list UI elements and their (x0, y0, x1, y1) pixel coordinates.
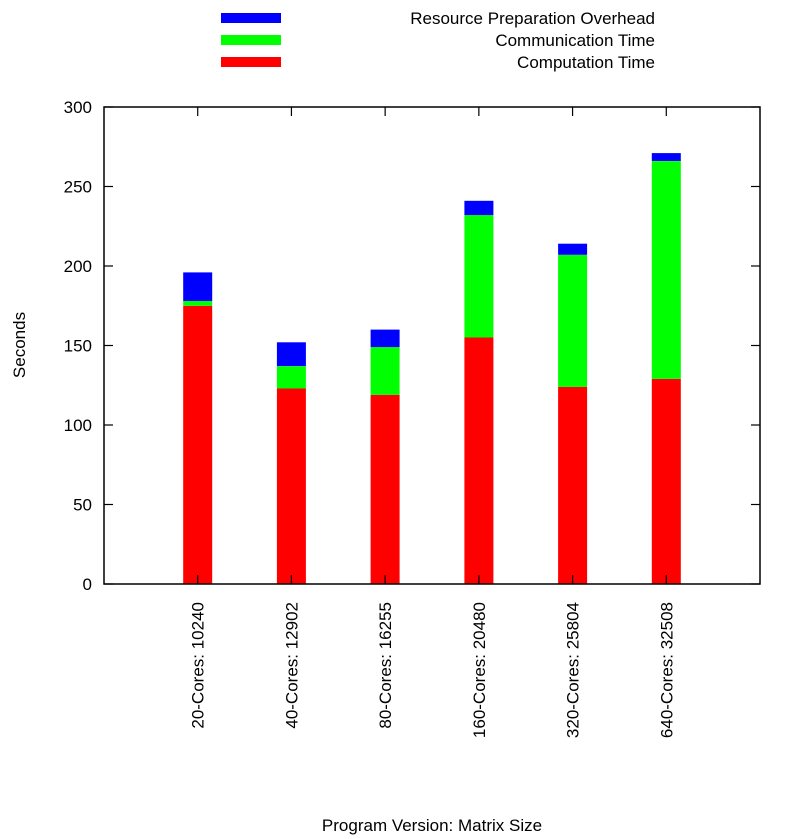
x-tick-label: 80-Cores: 16255 (376, 602, 395, 729)
y-axis-label: Seconds (10, 312, 29, 378)
x-axis-label: Program Version: Matrix Size (322, 816, 542, 835)
x-tick-label: 160-Cores: 20480 (470, 602, 489, 738)
legend-label: Communication Time (495, 31, 655, 50)
legend-label: Computation Time (517, 53, 655, 72)
legend-swatch (221, 57, 281, 67)
legend-swatch (221, 35, 281, 45)
bar-segment-communication-time-4 (558, 254, 588, 387)
bar-segment-computation-time-2 (370, 394, 400, 584)
y-tick-label: 100 (64, 416, 92, 435)
bar-segment-resource-preparation-overhead-3 (464, 200, 494, 216)
y-axis: 0 50 100 150 200 250 300 (64, 98, 760, 594)
bar-segment-resource-preparation-overhead-1 (276, 342, 306, 367)
bars-layer (183, 153, 681, 585)
x-tick-label: 20-Cores: 10240 (189, 602, 208, 729)
y-tick-label: 300 (64, 98, 92, 117)
bar-segment-computation-time-1 (276, 388, 306, 584)
bar-segment-communication-time-2 (370, 347, 400, 395)
x-tick-label: 40-Cores: 12902 (282, 602, 301, 729)
y-tick-label: 250 (64, 178, 92, 197)
y-tick-label: 150 (64, 337, 92, 356)
legend: Resource Preparation Overhead Communicati… (221, 9, 655, 72)
y-tick-label: 200 (64, 257, 92, 276)
legend-label: Resource Preparation Overhead (410, 9, 655, 28)
bar-segment-communication-time-3 (464, 215, 494, 338)
bar-segment-communication-time-5 (651, 161, 681, 379)
bar-segment-communication-time-0 (183, 301, 213, 306)
bar-segment-computation-time-5 (651, 378, 681, 584)
bar-segment-resource-preparation-overhead-2 (370, 329, 400, 348)
legend-swatch (221, 13, 281, 23)
bar-segment-resource-preparation-overhead-5 (651, 153, 681, 161)
bar-segment-computation-time-4 (558, 386, 588, 584)
bar-segment-resource-preparation-overhead-0 (183, 272, 213, 301)
x-tick-label: 640-Cores: 32508 (657, 602, 676, 738)
x-tick-label: 320-Cores: 25804 (564, 602, 583, 738)
bar-segment-communication-time-1 (276, 366, 306, 389)
bar-segment-computation-time-3 (464, 337, 494, 584)
y-tick-label: 50 (73, 496, 92, 515)
bar-segment-computation-time-0 (183, 305, 213, 585)
bar-segment-resource-preparation-overhead-4 (558, 243, 588, 255)
y-tick-label: 0 (83, 575, 92, 594)
x-axis: 20-Cores: 10240 40-Cores: 12902 80-Cores: … (189, 107, 676, 738)
